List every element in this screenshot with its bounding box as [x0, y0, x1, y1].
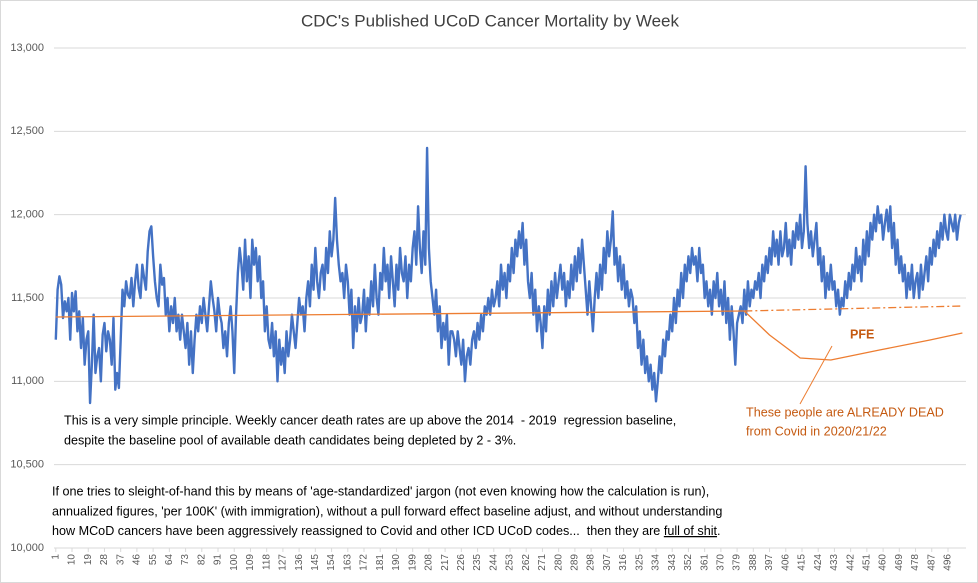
x-tick-label: 442: [845, 554, 856, 571]
x-tick-label: 469: [894, 554, 905, 571]
line-series: [744, 305, 963, 312]
x-tick-label: 433: [829, 554, 840, 571]
x-tick-label: 226: [456, 554, 467, 571]
x-tick-label: 487: [926, 554, 937, 571]
x-tick-label: 496: [943, 554, 954, 571]
x-tick-label: 127: [278, 554, 289, 571]
x-tick-label: 190: [391, 554, 402, 571]
x-tick-label: 172: [359, 554, 370, 571]
x-tick-label: 73: [180, 554, 191, 566]
callout-text: These people are ALREADY DEAD: [746, 405, 944, 419]
x-tick-label: 334: [651, 554, 662, 571]
x-tick-label: 136: [294, 554, 305, 571]
x-tick-label: 145: [310, 554, 321, 571]
x-tick-label: 253: [505, 554, 516, 571]
y-tick-label: 12,000: [10, 209, 44, 221]
x-tick-label: 10: [67, 554, 78, 566]
x-tick-label: 370: [716, 554, 727, 571]
note-line: annualized figures, 'per 100K' (with imm…: [52, 504, 722, 518]
x-tick-label: 415: [797, 554, 808, 571]
callout-text: from Covid in 2020/21/22: [746, 424, 887, 438]
x-tick-label: 163: [342, 554, 353, 571]
x-tick-label: 406: [780, 554, 791, 571]
x-tick-label: 379: [732, 554, 743, 571]
y-tick-label: 11,000: [11, 375, 44, 387]
chart-title: CDC's Published UCoD Cancer Mortality by…: [301, 11, 680, 30]
note-line: This is a very simple principle. Weekly …: [64, 413, 676, 427]
x-tick-label: 325: [634, 554, 645, 571]
x-tick-label: 199: [407, 554, 418, 571]
y-tick-label: 10,500: [10, 459, 44, 471]
x-tick-label: 37: [115, 554, 126, 566]
note-line: how MCoD cancers have been aggressively …: [52, 524, 660, 538]
x-tick-label: 217: [440, 554, 451, 571]
x-tick-label: 91: [213, 554, 224, 566]
callout-connector: [799, 345, 833, 405]
y-tick-label: 12,500: [10, 125, 44, 137]
y-tick-label: 11,500: [11, 292, 44, 304]
x-tick-label: 55: [148, 554, 159, 566]
note-end: .: [717, 524, 721, 538]
note-line: how MCoD cancers have been aggressively …: [52, 524, 721, 538]
x-tick-label: 244: [488, 554, 499, 571]
x-tick-label: 388: [748, 554, 759, 571]
note-line: If one tries to sleight-of-hand this by …: [52, 484, 709, 498]
x-tick-label: 271: [537, 554, 548, 571]
x-tick-label: 235: [472, 554, 483, 571]
x-tick-label: 181: [375, 554, 386, 571]
x-tick-label: 154: [326, 554, 337, 571]
x-tick-label: 316: [618, 554, 629, 571]
x-tick-label: 451: [862, 554, 873, 571]
x-tick-label: 109: [245, 554, 256, 571]
line-series: [743, 310, 963, 361]
x-tick-label: 28: [99, 554, 110, 566]
x-tick-label: 289: [570, 554, 581, 571]
x-tick-label: 1: [50, 554, 61, 560]
x-tick-label: 307: [602, 554, 613, 571]
x-tick-label: 64: [164, 554, 175, 566]
line-series: [54, 146, 962, 405]
note-line: despite the baseline pool of available d…: [64, 433, 516, 447]
x-tick-label: 352: [683, 554, 694, 571]
annotation-label: PFE: [850, 327, 874, 341]
x-tick-label: 208: [424, 554, 435, 571]
x-tick-label: 100: [229, 554, 240, 571]
y-tick-label: 10,000: [10, 542, 44, 554]
x-tick-label: 262: [521, 554, 532, 571]
line-series: [55, 310, 745, 318]
x-tick-label: 298: [586, 554, 597, 571]
underlined-text: full of shit: [664, 524, 718, 538]
x-tick-label: 424: [813, 554, 824, 571]
x-tick-label: 343: [667, 554, 678, 571]
x-tick-label: 460: [878, 554, 889, 571]
x-tick-label: 118: [261, 554, 272, 570]
x-tick-label: 46: [132, 554, 143, 566]
x-tick-label: 82: [196, 554, 207, 566]
x-tick-label: 19: [83, 554, 94, 566]
y-tick-label: 13,000: [10, 42, 44, 54]
x-tick-label: 397: [764, 554, 775, 571]
x-tick-label: 361: [699, 554, 710, 571]
x-tick-label: 478: [910, 554, 921, 571]
x-tick-label: 280: [553, 554, 564, 571]
